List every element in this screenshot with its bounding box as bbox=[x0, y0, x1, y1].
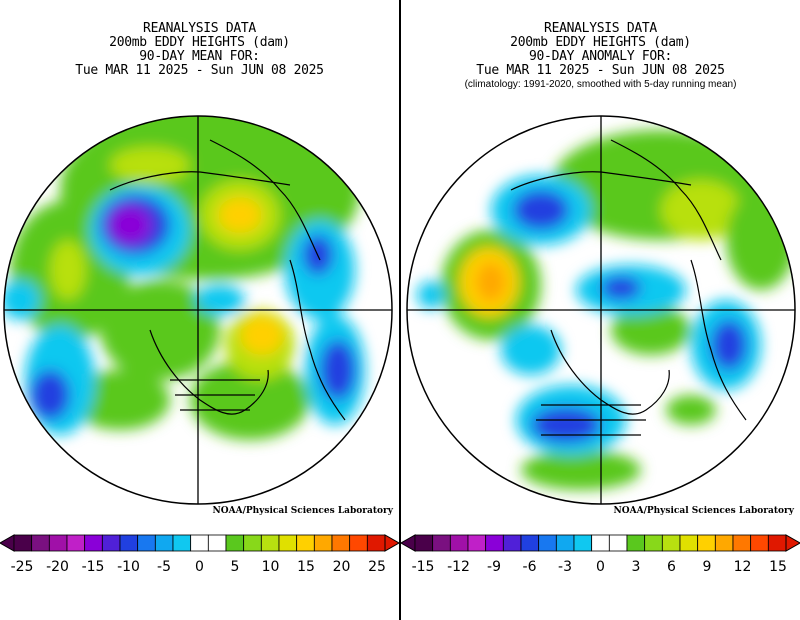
colorbar-tick-label: -3 bbox=[558, 559, 572, 575]
colorbar-tick-label: 12 bbox=[734, 559, 752, 575]
colorbar-tick-label: -10 bbox=[117, 559, 140, 575]
colorbar-tick-label: 20 bbox=[333, 559, 351, 575]
colorbar-cell bbox=[432, 534, 451, 552]
colorbar-cell bbox=[260, 534, 280, 552]
colorbar-cell bbox=[190, 534, 209, 552]
title-line-3: 90-DAY ANOMALY FOR: bbox=[528, 49, 672, 64]
colorbar-tick-label: 0 bbox=[596, 559, 605, 575]
colorbar-cell bbox=[449, 534, 469, 552]
colorbar-cell bbox=[278, 534, 298, 552]
colorbar-cell bbox=[137, 534, 156, 552]
climatology-note: (climatology: 1991-2020, smoothed with 5… bbox=[464, 79, 737, 90]
colorbar-cell bbox=[13, 534, 33, 552]
colorbar-cell bbox=[414, 534, 434, 552]
colorbar-arrow-low bbox=[401, 534, 416, 552]
colorbar-tick-label: 0 bbox=[195, 559, 204, 575]
colorbar-cell bbox=[313, 534, 333, 552]
colorbar-tick-label: -12 bbox=[447, 559, 470, 575]
title-line-1: REANALYSIS DATA bbox=[143, 21, 256, 36]
colorbar-cell bbox=[679, 534, 699, 552]
colorbar-cell bbox=[591, 534, 610, 552]
colorbar-tick-label: 5 bbox=[231, 559, 240, 575]
anomaly-map-panel: REANALYSIS DATA 200mb EDDY HEIGHTS (dam)… bbox=[401, 0, 800, 620]
mean-map-panel: REANALYSIS DATA 200mb EDDY HEIGHTS (dam)… bbox=[0, 0, 399, 620]
colorbar-tick-label: 15 bbox=[297, 559, 315, 575]
mean-map-titles: REANALYSIS DATA 200mb EDDY HEIGHTS (dam)… bbox=[0, 0, 399, 78]
colorbar-cell bbox=[644, 534, 663, 552]
colorbar-cell bbox=[573, 534, 593, 552]
colorbar-cell bbox=[331, 534, 351, 552]
colorbar-cell bbox=[714, 534, 734, 552]
mean-colorbar: -25 -20 -15 -10 -5 0 5 10 15 20 25 bbox=[0, 534, 399, 575]
mean-polar-map bbox=[3, 115, 393, 505]
credit-label: NOAA/Physical Sciences Laboratory bbox=[613, 506, 794, 516]
title-line-4: Tue MAR 11 2025 - Sun JUN 08 2025 bbox=[75, 63, 324, 78]
colorbar-cell bbox=[243, 534, 262, 552]
colorbar-tick-label: -20 bbox=[46, 559, 69, 575]
colorbar-cell bbox=[697, 534, 716, 552]
colorbar-tick-label: -6 bbox=[523, 559, 537, 575]
title-line-2: 200mb EDDY HEIGHTS (dam) bbox=[510, 35, 691, 50]
colorbar-cell bbox=[66, 534, 86, 552]
anomaly-polar-map bbox=[406, 115, 796, 505]
credit-label: NOAA/Physical Sciences Laboratory bbox=[212, 506, 393, 516]
title-line-3: 90-DAY MEAN FOR: bbox=[139, 49, 260, 64]
colorbar-tick-label: -15 bbox=[82, 559, 105, 575]
colorbar-arrow-low bbox=[0, 534, 15, 552]
colorbar-cell bbox=[467, 534, 487, 552]
colorbar-tick-label: -15 bbox=[412, 559, 435, 575]
colorbar-cell bbox=[366, 534, 386, 552]
colorbar-cell bbox=[119, 534, 139, 552]
colorbar-cell bbox=[732, 534, 752, 552]
colorbar-cell bbox=[296, 534, 315, 552]
colorbar-tick-label: -5 bbox=[157, 559, 171, 575]
colorbar-arrow-high bbox=[384, 534, 399, 552]
colorbar-cell bbox=[750, 534, 769, 552]
colorbar-tick-label: 9 bbox=[703, 559, 712, 575]
colorbar-cell bbox=[101, 534, 121, 552]
colorbar-cell bbox=[349, 534, 368, 552]
colorbar-tick-label: 10 bbox=[262, 559, 280, 575]
colorbar-cell bbox=[225, 534, 245, 552]
colorbar-cell bbox=[608, 534, 628, 552]
colorbar-cell bbox=[48, 534, 68, 552]
colorbar-tick-label: 6 bbox=[667, 559, 676, 575]
colorbar-cell bbox=[207, 534, 227, 552]
colorbar-tick-label: 25 bbox=[368, 559, 386, 575]
title-line-1: REANALYSIS DATA bbox=[544, 21, 657, 36]
colorbar-tick-label: 3 bbox=[632, 559, 641, 575]
anomaly-map-titles: REANALYSIS DATA 200mb EDDY HEIGHTS (dam)… bbox=[401, 0, 800, 92]
colorbar-cell bbox=[767, 534, 787, 552]
panel-divider bbox=[399, 0, 401, 620]
title-line-2: 200mb EDDY HEIGHTS (dam) bbox=[109, 35, 290, 50]
colorbar-cell bbox=[520, 534, 540, 552]
colorbar-cell bbox=[626, 534, 646, 552]
colorbar-cell bbox=[485, 534, 504, 552]
colorbar-arrow-high bbox=[785, 534, 800, 552]
colorbar-cell bbox=[31, 534, 50, 552]
colorbar-cell bbox=[538, 534, 557, 552]
colorbar-cell bbox=[502, 534, 522, 552]
title-line-4: Tue MAR 11 2025 - Sun JUN 08 2025 bbox=[476, 63, 725, 78]
colorbar-cell bbox=[661, 534, 681, 552]
colorbar-tick-label: -9 bbox=[487, 559, 501, 575]
colorbar-tick-label: 15 bbox=[769, 559, 787, 575]
colorbar-cell bbox=[154, 534, 174, 552]
colorbar-cell bbox=[84, 534, 103, 552]
anomaly-colorbar: -15 -12 -9 -6 -3 0 3 6 9 12 15 bbox=[401, 534, 800, 575]
colorbar-cell bbox=[172, 534, 192, 552]
colorbar-tick-label: -25 bbox=[11, 559, 34, 575]
colorbar-cell bbox=[555, 534, 575, 552]
